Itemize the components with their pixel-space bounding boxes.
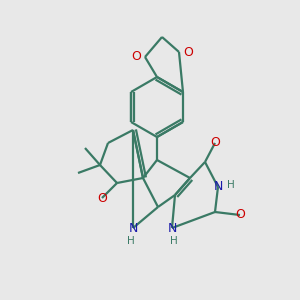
Text: N: N [128,221,138,235]
Text: N: N [167,221,177,235]
Text: H: H [227,180,235,190]
Text: O: O [183,46,193,59]
Text: H: H [170,236,178,246]
Text: O: O [235,208,245,221]
Text: O: O [131,50,141,64]
Text: O: O [210,136,220,149]
Text: N: N [213,181,223,194]
Text: O: O [97,191,107,205]
Text: H: H [127,236,135,246]
